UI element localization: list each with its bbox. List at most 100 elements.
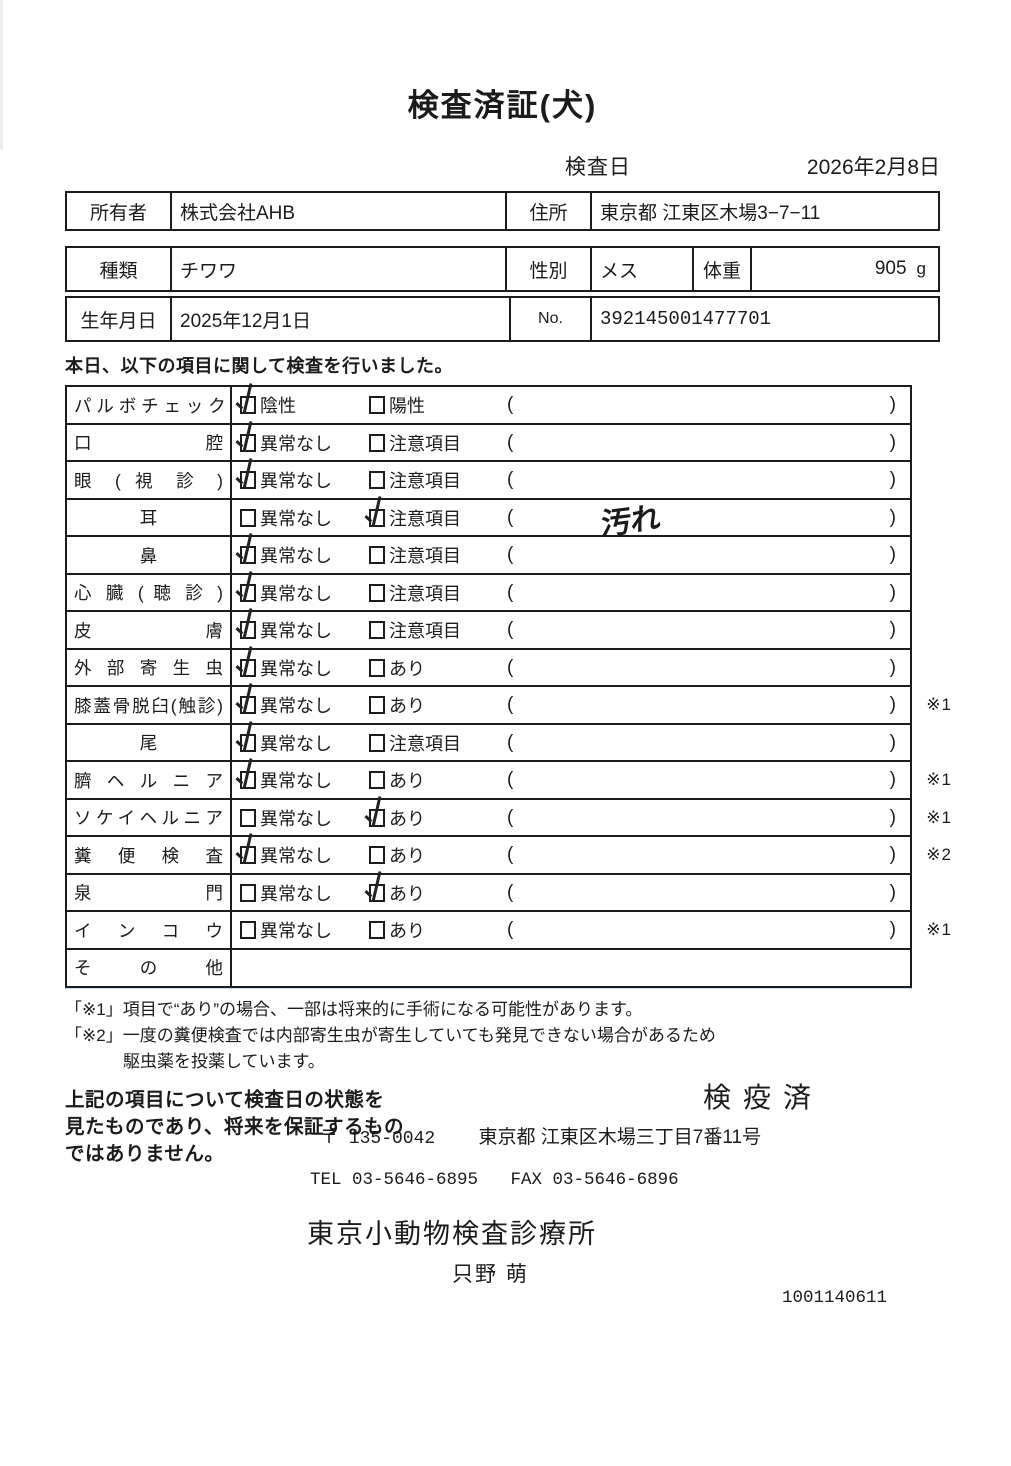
option-2: あり: [369, 880, 507, 906]
remarks-open-paren: (: [507, 469, 514, 490]
option-1: 異常なし: [240, 805, 369, 831]
checklist-label-cell: ソケイヘルニア: [67, 799, 232, 836]
birthdate-value: 2025年12月1日: [172, 298, 511, 340]
option2-label: 注意項目: [389, 471, 461, 491]
checklist-label-cell: 心 臓 ( 聴 診 ): [67, 574, 232, 611]
remarks-open-paren: (: [507, 581, 514, 603]
remarks-area: ( 汚れ ): [507, 496, 910, 543]
option2-checkbox-icon: [369, 696, 385, 714]
checklist-label-cell: 外 部 寄 生 虫: [67, 649, 232, 686]
option2-checkbox-icon: [369, 471, 385, 489]
checklist-item-label: 膝蓋骨脱臼(触診): [74, 695, 223, 716]
remarks-open-paren: (: [507, 694, 514, 715]
footnote-ref-mark: ※1: [926, 807, 952, 827]
tel-number: TEL 03-5646-6895: [310, 1170, 479, 1190]
remarks-close-paren: ): [889, 881, 896, 903]
option-2: あり: [369, 692, 507, 718]
checklist-row: パ ル ボ チ ェ ッ ク 陰性 陽性 ( ): [65, 385, 912, 425]
footnote-2: 「※2」一度の糞便検査では内部寄生虫が寄生していても発見できない場合があるため: [65, 1025, 716, 1045]
checklist-label-cell: イ ン コ ウ: [67, 912, 232, 948]
remarks-close-paren: ): [889, 844, 896, 865]
option2-checkbox-icon: [369, 658, 385, 677]
option1-checkbox-icon: [240, 921, 256, 939]
checklist-result-cell: 異常なし あり ( ): [232, 837, 910, 873]
remarks-open-paren: (: [507, 656, 514, 678]
option-2: 注意項目: [369, 430, 507, 456]
document-code: 1001140611: [782, 1288, 888, 1308]
option1-label: 異常なし: [260, 883, 332, 904]
option-1: 異常なし: [240, 767, 369, 793]
checklist-result-cell: [232, 950, 910, 986]
option1-label: 異常なし: [260, 846, 332, 866]
veterinarian-name: 只野 萌: [452, 1263, 529, 1286]
option1-checkbox-icon: [240, 583, 256, 602]
checklist-label-cell: パ ル ボ チ ェ ッ ク: [67, 387, 232, 423]
checklist-item-label: 外 部 寄 生 虫: [74, 658, 223, 678]
option2-checkbox-icon: [369, 621, 385, 639]
checklist-result-cell: 異常なし あり ( ): [232, 687, 910, 723]
option-1: 異常なし: [240, 730, 369, 756]
option-2: 注意項目: [369, 580, 507, 606]
remarks-area: ( ): [507, 882, 910, 904]
option1-label: 異常なし: [260, 808, 332, 829]
option2-checkbox-icon: [369, 396, 385, 414]
checklist-result-cell: 異常なし 注意項目 ( ): [232, 575, 910, 611]
option-2: 注意項目: [369, 730, 507, 756]
remarks-close-paren: ): [889, 769, 896, 790]
option-2: あり: [369, 917, 507, 943]
checklist-item-label: パ ル ボ チ ェ ッ ク: [74, 395, 226, 416]
remarks-area: ( ): [507, 544, 910, 566]
option-1: 陰性: [240, 392, 369, 418]
option-2: あり: [369, 805, 507, 831]
checklist-row: 尾 異常なし 注意項目 ( ): [65, 722, 912, 763]
option1-label: 異常なし: [260, 921, 332, 941]
remarks-close-paren: ): [889, 431, 896, 453]
checklist-result-cell: 異常なし 注意項目 ( ): [232, 612, 910, 648]
option2-label: あり: [389, 846, 425, 866]
birthdate-label: 生年月日: [67, 298, 172, 340]
remarks-close-paren: ): [889, 694, 896, 715]
option2-checkbox-icon: [369, 546, 385, 564]
clinic-address-line: 〒 135-0042 東京都 江東区木場三丁目7番11号: [320, 1122, 761, 1149]
option2-checkbox-icon: [369, 921, 385, 939]
checklist-item-label: 眼 ( 視 診 ): [74, 470, 223, 491]
checklist-row: そ の 他: [65, 947, 912, 988]
disclaimer-line-1: 上記の項目について検査日の状態を: [65, 1088, 385, 1111]
checklist-label-cell: 鼻: [67, 537, 232, 573]
checklist-item-label: 臍 ヘ ル ニ ア: [74, 770, 223, 791]
checklist-item-label: 口 腔: [74, 433, 223, 453]
remarks-close-paren: ): [889, 919, 896, 940]
option2-label: あり: [389, 808, 425, 829]
option-1: 異常なし: [240, 430, 369, 456]
option2-label: あり: [389, 883, 425, 904]
address-value: 東京都 江東区木場3−7−11: [600, 202, 821, 224]
checklist-item-label: イ ン コ ウ: [74, 920, 223, 941]
option1-checkbox-icon: [240, 846, 256, 864]
checklist-row: 糞 便 検 査 異常なし あり ( ) ※2: [65, 835, 951, 875]
option1-checkbox-icon: [240, 433, 256, 452]
option-1: 異常なし: [240, 505, 369, 531]
fax-number: FAX 03-5646-6896: [510, 1170, 679, 1190]
remarks-area: ( ): [507, 619, 910, 641]
inspection-date-row: 検査日 2026年2月8日: [65, 151, 940, 181]
option-2: あり: [369, 767, 507, 793]
checklist-result-cell: 陰性 陽性 ( ): [232, 387, 910, 423]
remarks-open-paren: (: [507, 844, 514, 865]
checklist-label-cell: 泉 門: [67, 874, 232, 911]
option-2: 注意項目: [369, 542, 507, 568]
checklist-result-cell: 異常なし あり ( ): [232, 762, 910, 798]
disclaimer: 上記の項目について検査日の状態を 見たものであり、将来を保証するもの ではありま…: [65, 1087, 940, 1168]
checklist-result-cell: 異常なし あり ( ): [232, 800, 910, 836]
remarks-close-paren: ): [889, 806, 896, 828]
checklist-result-cell: 異常なし 注意項目 ( ): [232, 425, 910, 461]
clinic-street-address: 東京都 江東区木場三丁目7番11号: [478, 1127, 762, 1148]
species-label: 種類: [67, 248, 172, 290]
checklist-result-cell: 異常なし あり ( ): [232, 650, 910, 686]
remarks-area: ( ): [507, 582, 910, 604]
option2-checkbox-icon: [369, 583, 385, 602]
option2-checkbox-icon: [369, 883, 385, 902]
remarks-open-paren: (: [507, 394, 514, 415]
option1-label: 異常なし: [260, 433, 332, 454]
checklist-result-cell: 異常なし あり ( ): [232, 912, 910, 948]
footnote-2-continued: 駆虫薬を投薬しています。: [123, 1051, 325, 1071]
